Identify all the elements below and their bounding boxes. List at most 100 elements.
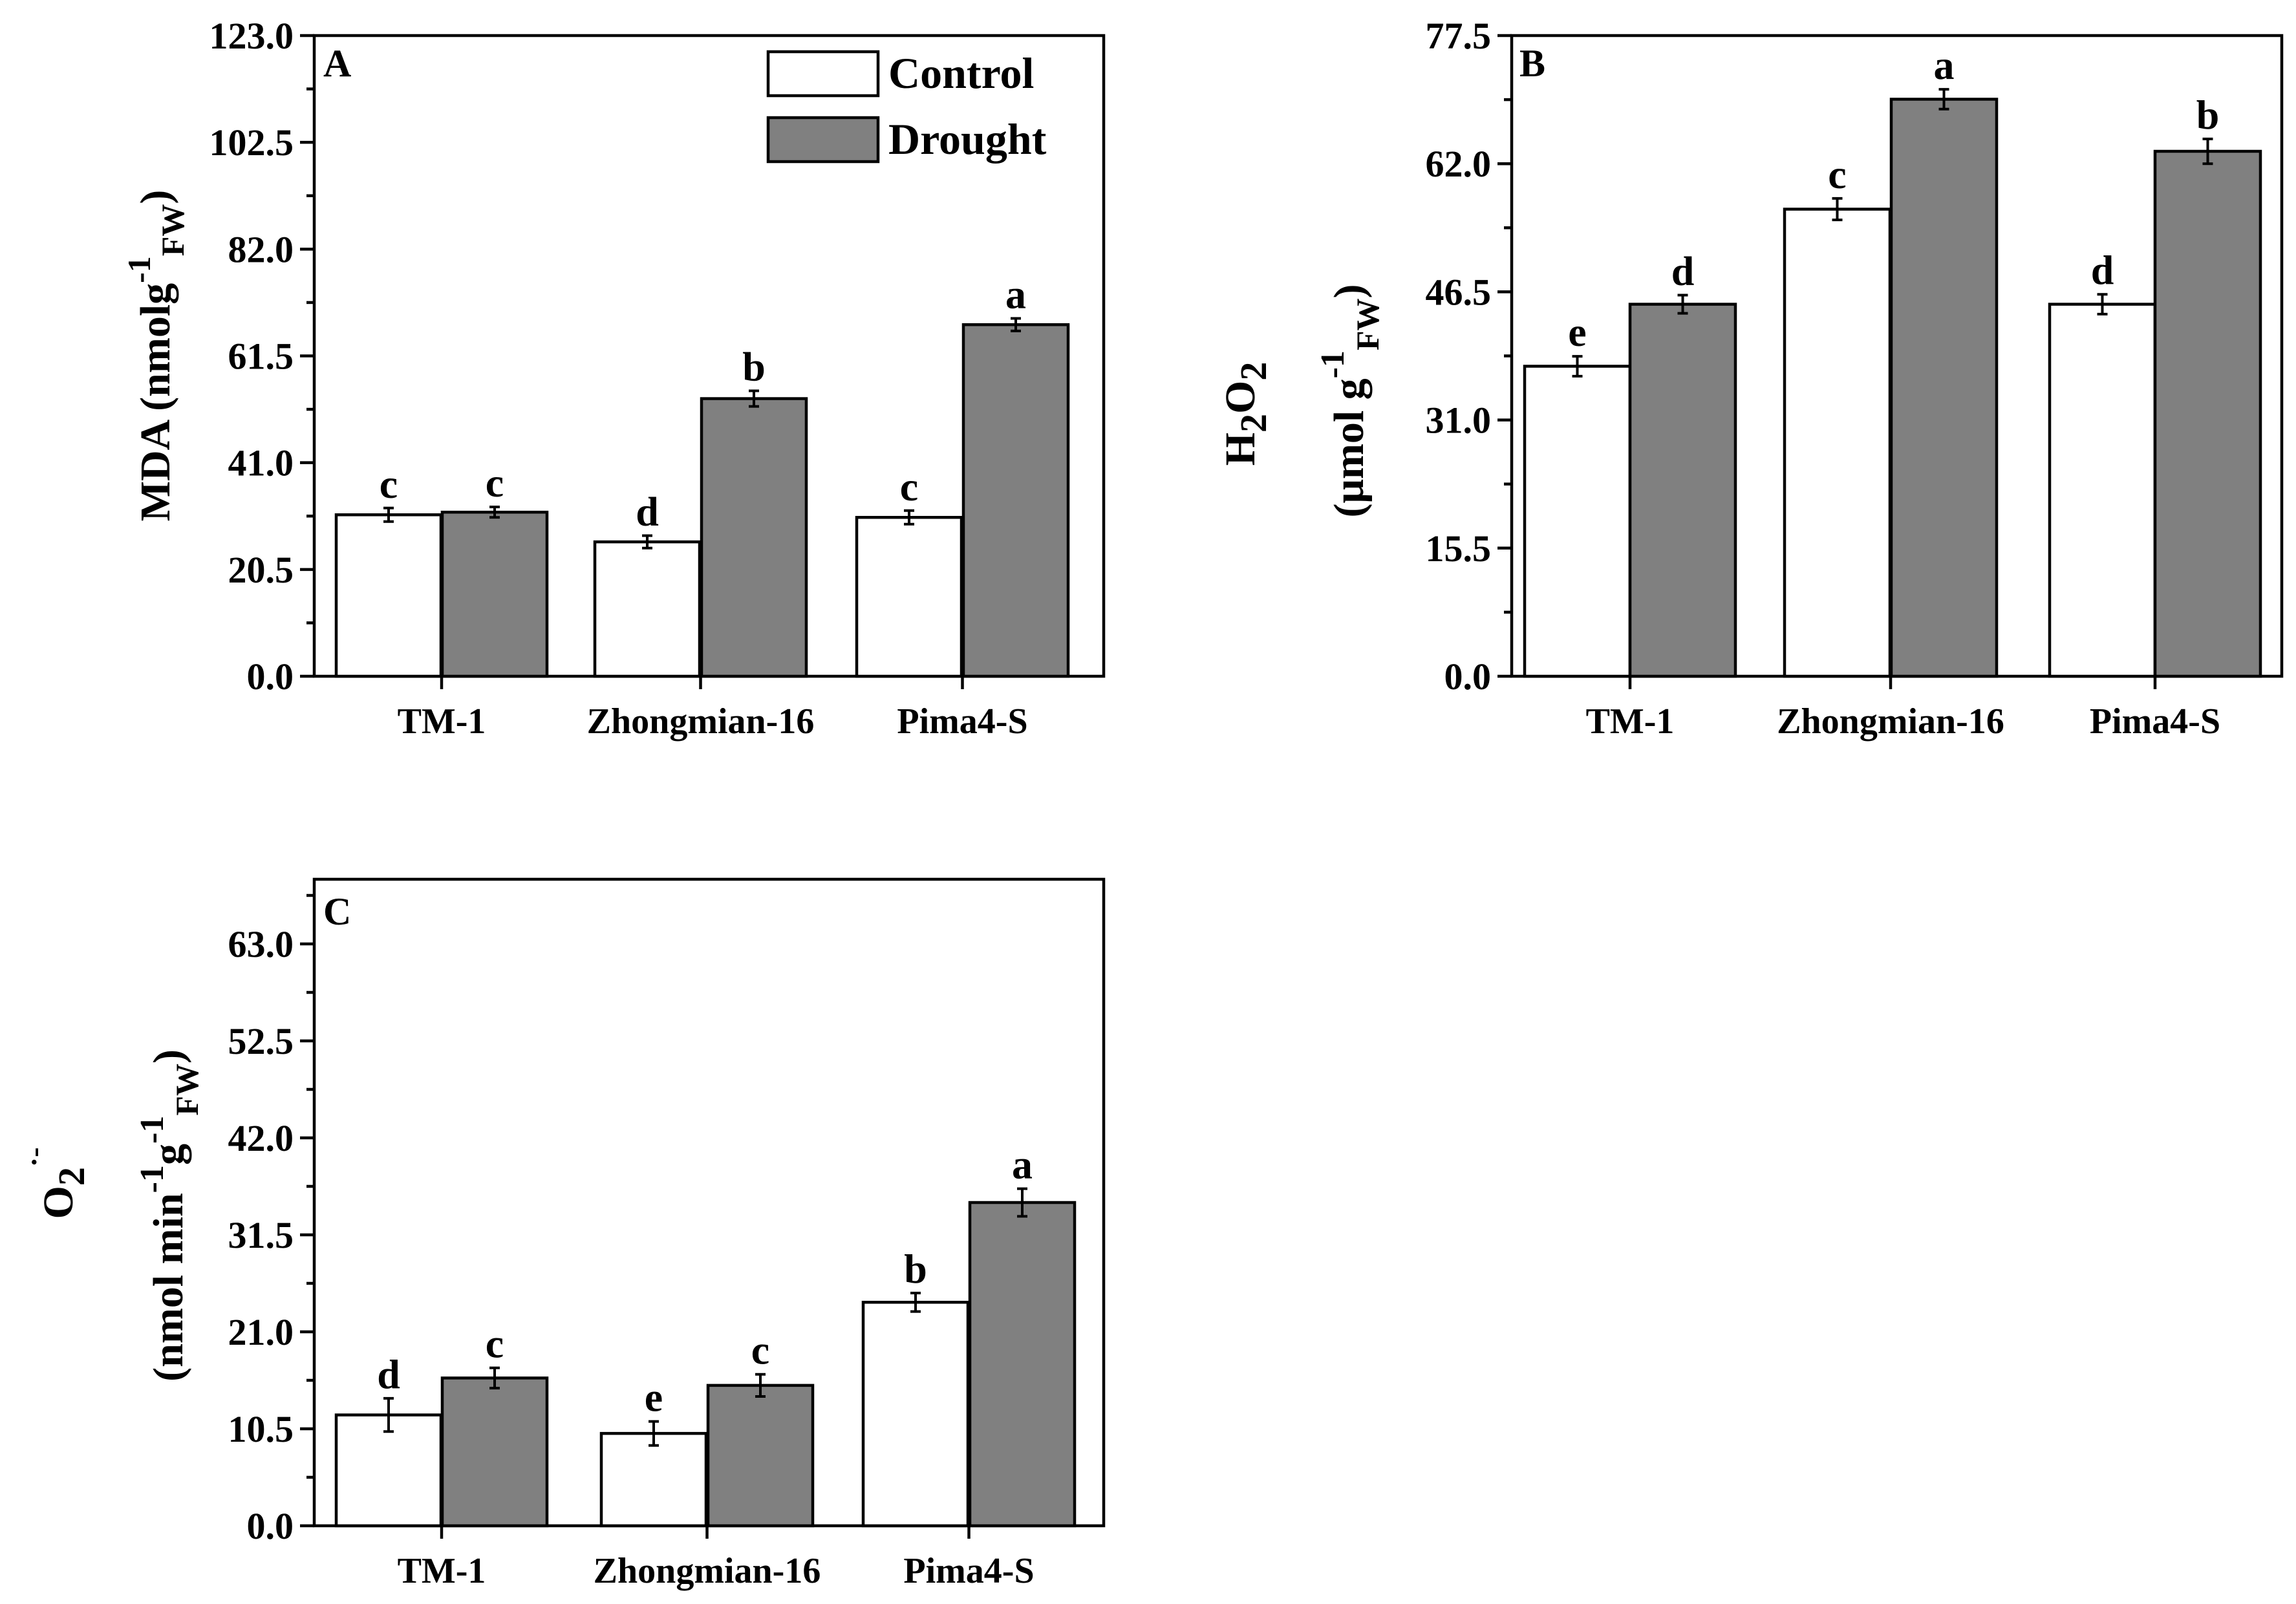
panel-c-x-tick-label: Zhongmian-16 (594, 1551, 821, 1591)
panel-a-bar-control (334, 513, 443, 678)
panel-b-label: B (1519, 42, 1545, 85)
panel-c-y-axis-label-units: (nmol min-1g-1FW) (134, 1049, 205, 1382)
panel-b-significance-letter: b (2196, 92, 2220, 138)
panel-c-y-tick-label: 0.0 (247, 1505, 294, 1547)
panel-c-bar-control (861, 1301, 970, 1528)
panel-a-label: A (323, 42, 351, 85)
panel-a-bar-control (593, 540, 702, 678)
panel-a-y-tick-label: 102.5 (209, 122, 294, 164)
panel-a-x-tick-label: Zhongmian-16 (587, 701, 815, 742)
panel-c-significance-letter: c (486, 1321, 504, 1367)
panel-b-y-tick-label: 15.5 (1426, 528, 1492, 570)
panel-a-y-tick-label: 0.0 (247, 656, 294, 698)
panel-a-significance-letter: c (380, 461, 398, 507)
panel-a-error-bar (489, 506, 500, 519)
panel-a-x-tick-label: TM-1 (398, 701, 486, 742)
panel-c-y-tick-label: 52.5 (228, 1020, 294, 1062)
panel-c-x-tick-label: Pima4-S (903, 1551, 1034, 1591)
panel-b-significance-letter: e (1568, 309, 1586, 355)
panel-b-error-bar (1938, 88, 1949, 111)
panel-c-y-tick-label: 63.0 (228, 923, 294, 965)
panel-b-y-tick-label: 77.5 (1426, 15, 1492, 57)
panel-b-y-tick-label: 46.5 (1426, 271, 1492, 313)
panel-c-significance-letter: a (1012, 1142, 1033, 1188)
panel-a-y-tick-label: 41.0 (228, 442, 294, 484)
panel-a-bar-drought (961, 323, 1070, 678)
panel-c: 0.0 10.5 21.0 31.5 42.0 52.5 63.0 TM-1 Zhongmian… (17, 877, 1106, 1591)
panel-a-error-bar (642, 534, 652, 550)
panel-a-significance-letter: c (486, 460, 504, 506)
panel-b-significance-letter: a (1934, 42, 1955, 88)
panel-b-significance-letter: d (1671, 248, 1695, 294)
panel-a-significance-letter: c (900, 464, 918, 509)
panel-c-error-bar (755, 1373, 766, 1398)
panel-a-y-tick-label: 123.0 (209, 15, 294, 57)
panel-b-error-bar (1572, 355, 1583, 378)
legend-label-control: Control (888, 48, 1034, 98)
panel-a-bar-drought (440, 510, 549, 678)
panel-c-significance-letter: b (904, 1246, 927, 1292)
panel-b-x-tick-label: TM-1 (1586, 701, 1675, 742)
panel-a-x-tick-label: Pima4-S (897, 701, 1027, 742)
panel-c-bar-drought (968, 1201, 1077, 1528)
panel-b-error-bar (1832, 197, 1843, 222)
panel-a-significance-letter: d (636, 488, 659, 534)
panel-c-significance-letter: d (377, 1351, 400, 1397)
panel-a-y-tick-label: 20.5 (228, 549, 294, 591)
panel-c-y-axis-label-formula: O2·- (17, 1147, 92, 1219)
panel-b-bar-drought (2153, 149, 2262, 678)
panel-c-y-tick-label: 10.5 (228, 1408, 294, 1450)
panel-a-bar-drought (700, 397, 808, 678)
panel-c-error-bar (1017, 1187, 1027, 1218)
panel-c-y-tick-label: 21.0 (228, 1311, 294, 1353)
panel-b-bar-drought (1889, 98, 1999, 678)
panel-a-error-bar (904, 509, 914, 526)
panel-a-y-tick-label: 82.0 (228, 228, 294, 270)
panel-c-error-bar (649, 1420, 659, 1447)
panel-c-y-ticks: 0.0 10.5 21.0 31.5 42.0 52.5 63.0 TM-1 Zhongmian… (228, 893, 1035, 1591)
legend-label-drought: Drought (888, 114, 1047, 164)
panel-c-x-tick-label: TM-1 (398, 1551, 486, 1591)
panel-b-x-tick-label: Zhongmian-16 (1777, 701, 2004, 742)
panel-a-y-ticks: 0.0 20.5 41.0 61.5 82.0 102.5 123.0 TM-1 Zhongmi… (209, 15, 1028, 742)
panel-a-error-bar (749, 389, 759, 408)
panel-a-y-tick-label: 61.5 (228, 336, 294, 378)
panel-b-y-axis-label-units: (μmol g-1FW) (1314, 284, 1386, 517)
panel-c-error-bar (383, 1396, 394, 1433)
panel-b-error-bar (1677, 294, 1688, 315)
legend-swatch-control (766, 50, 880, 98)
panel-c-bar-control (599, 1431, 708, 1528)
panel-b-y-tick-label: 62.0 (1426, 143, 1492, 185)
panel-c-bar-drought (440, 1376, 549, 1528)
panel-c-bar-drought (706, 1384, 815, 1528)
panel-b-y-ticks: 0.0 15.5 31.0 46.5 62.0 77.5 TM-1 Zhongmian-16 P… (1426, 15, 2221, 742)
panel-b-y-axis-label-formula: H2O2 (1217, 362, 1274, 466)
panel-b: 0.0 15.5 31.0 46.5 62.0 77.5 TM-1 Zhongmian-16 P… (1217, 15, 2284, 742)
panel-c-label: C (323, 890, 351, 933)
panel-c-y-tick-label: 31.5 (228, 1214, 294, 1256)
panel-a-significance-letter: b (742, 343, 766, 389)
panel-c-y-tick-label: 42.0 (228, 1117, 294, 1159)
panel-b-bar-control (1783, 208, 1892, 678)
panel-b-error-bar (2202, 137, 2213, 166)
panel-b-bar-control (1523, 365, 1632, 678)
panel-c-bars: d e b c c a (334, 1142, 1077, 1528)
panel-a-significance-letter: a (1005, 271, 1026, 317)
panel-b-bar-drought (1628, 303, 1737, 678)
panel-c-significance-letter: e (645, 1374, 663, 1420)
panel-c-error-bar (489, 1366, 500, 1390)
panel-c-significance-letter: c (751, 1327, 769, 1373)
panel-b-bars: e c d d a b (1523, 42, 2262, 678)
panel-b-bar-control (2048, 303, 2157, 678)
panel-b-significance-letter: c (1828, 151, 1846, 197)
panel-a-error-bar (383, 506, 394, 523)
panel-a-bars: c d c c b a (334, 271, 1070, 678)
panel-a-y-axis-label: MDA (nmolg-1FW) (121, 190, 191, 522)
panel-a-bar-control (855, 516, 963, 678)
panel-b-y-tick-label: 31.0 (1426, 400, 1492, 442)
legend: Control Drought (766, 48, 1047, 164)
legend-swatch-drought (766, 116, 880, 164)
panel-a: 0.0 20.5 41.0 61.5 82.0 102.5 123.0 TM-1 Zhongmi… (121, 15, 1106, 742)
panel-b-significance-letter: d (2091, 247, 2114, 293)
